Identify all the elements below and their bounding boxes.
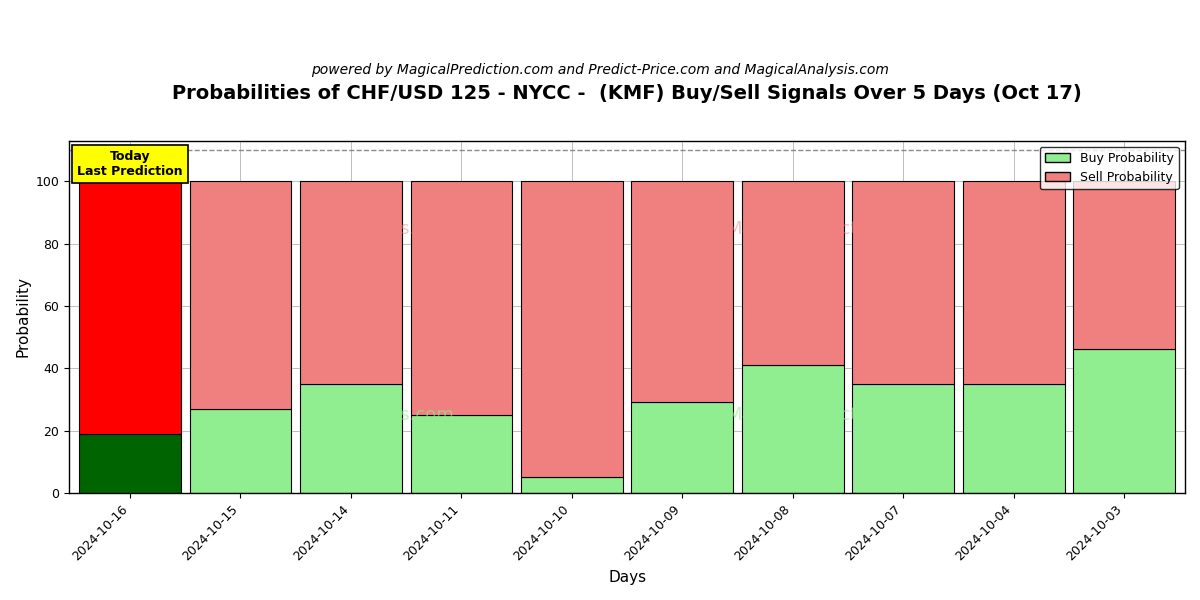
X-axis label: Days: Days [608, 570, 646, 585]
Text: calAnalysis.com: calAnalysis.com [310, 406, 454, 424]
Bar [79, 434, 181, 493]
Text: calAnalysis.com: calAnalysis.com [310, 220, 454, 238]
Bar [852, 181, 954, 384]
Bar [962, 384, 1064, 493]
Y-axis label: Probability: Probability [16, 276, 30, 357]
Text: MagicalPrediction.com: MagicalPrediction.com [726, 220, 930, 238]
Text: powered by MagicalPrediction.com and Predict-Price.com and MagicalAnalysis.com: powered by MagicalPrediction.com and Pre… [311, 63, 889, 77]
Bar [410, 415, 512, 493]
Bar [742, 365, 844, 493]
Bar [521, 477, 623, 493]
Bar [742, 181, 844, 365]
Bar [521, 181, 623, 477]
Bar [300, 181, 402, 384]
Bar [300, 384, 402, 493]
Bar [1074, 349, 1175, 493]
Text: MagicalPrediction.com: MagicalPrediction.com [726, 406, 930, 424]
Bar [410, 181, 512, 415]
Bar [1074, 181, 1175, 349]
Bar [962, 181, 1064, 384]
Bar [190, 409, 292, 493]
Title: Probabilities of CHF/USD 125 - NYCC -  (KMF) Buy/Sell Signals Over 5 Days (Oct 1: Probabilities of CHF/USD 125 - NYCC - (K… [173, 84, 1082, 103]
Text: Today
Last Prediction: Today Last Prediction [77, 150, 182, 178]
Bar [190, 181, 292, 409]
Bar [631, 403, 733, 493]
Bar [852, 384, 954, 493]
Bar [631, 181, 733, 403]
Legend: Buy Probability, Sell Probability: Buy Probability, Sell Probability [1040, 147, 1178, 189]
Bar [79, 181, 181, 434]
